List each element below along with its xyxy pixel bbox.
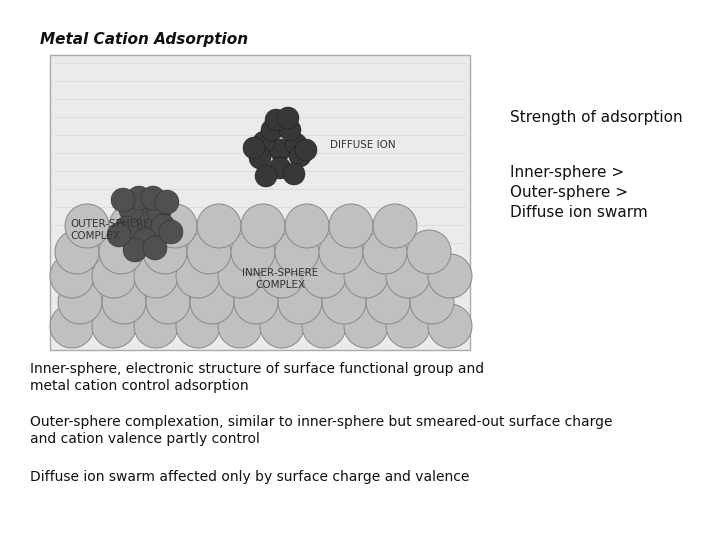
Text: and cation valence partly control: and cation valence partly control [30, 432, 260, 446]
Circle shape [234, 280, 278, 324]
Circle shape [322, 280, 366, 324]
Circle shape [265, 109, 287, 131]
Circle shape [109, 204, 153, 248]
Circle shape [285, 204, 329, 248]
Circle shape [269, 139, 291, 161]
Circle shape [428, 254, 472, 298]
Circle shape [151, 214, 175, 238]
Text: Diffuse ion swarm affected only by surface charge and valence: Diffuse ion swarm affected only by surfa… [30, 470, 469, 484]
Circle shape [133, 228, 157, 252]
Circle shape [99, 230, 143, 274]
Circle shape [115, 216, 139, 240]
Circle shape [231, 230, 275, 274]
Text: Outer-sphere >: Outer-sphere > [510, 185, 628, 200]
Circle shape [363, 230, 407, 274]
Circle shape [283, 163, 305, 185]
Text: Diffuse ion swarm: Diffuse ion swarm [510, 205, 648, 220]
Circle shape [50, 304, 94, 348]
Circle shape [285, 133, 307, 155]
Circle shape [277, 107, 299, 129]
Circle shape [197, 204, 241, 248]
Text: Inner-sphere >: Inner-sphere > [510, 165, 624, 180]
Circle shape [255, 165, 277, 187]
Text: metal cation control adsorption: metal cation control adsorption [30, 379, 248, 393]
Circle shape [176, 254, 220, 298]
Circle shape [153, 204, 197, 248]
Circle shape [407, 230, 451, 274]
Text: INNER-SPHERE
COMPLEX: INNER-SPHERE COMPLEX [242, 268, 318, 290]
Circle shape [134, 304, 178, 348]
Circle shape [243, 137, 265, 159]
Circle shape [190, 280, 234, 324]
Circle shape [141, 186, 165, 210]
Circle shape [279, 119, 301, 141]
Circle shape [344, 304, 388, 348]
Circle shape [218, 304, 262, 348]
Circle shape [269, 157, 291, 179]
Text: Outer-sphere complexation, similar to inner-sphere but smeared-out surface charg: Outer-sphere complexation, similar to in… [30, 415, 613, 429]
Text: Inner-sphere, electronic structure of surface functional group and: Inner-sphere, electronic structure of su… [30, 362, 484, 376]
Circle shape [147, 200, 171, 224]
Bar [50, 55, 470, 350]
Circle shape [278, 280, 322, 324]
Circle shape [143, 236, 167, 260]
Circle shape [260, 254, 304, 298]
Circle shape [386, 254, 430, 298]
Circle shape [92, 254, 136, 298]
Circle shape [249, 147, 271, 169]
Circle shape [119, 198, 143, 222]
Circle shape [344, 254, 388, 298]
Circle shape [123, 238, 147, 262]
Circle shape [111, 188, 135, 212]
Circle shape [55, 230, 99, 274]
Circle shape [329, 204, 373, 248]
Circle shape [261, 119, 283, 141]
Circle shape [159, 220, 183, 244]
Circle shape [107, 223, 131, 247]
Circle shape [143, 230, 187, 274]
Circle shape [176, 304, 220, 348]
Circle shape [127, 186, 151, 210]
Text: Metal Cation Adsorption: Metal Cation Adsorption [40, 32, 248, 47]
Circle shape [366, 280, 410, 324]
Circle shape [428, 304, 472, 348]
Text: OUTER-SPHERE
COMPLEX: OUTER-SPHERE COMPLEX [70, 219, 150, 241]
Circle shape [155, 190, 179, 214]
Circle shape [373, 204, 417, 248]
Circle shape [102, 280, 146, 324]
Circle shape [65, 204, 109, 248]
Circle shape [92, 304, 136, 348]
Circle shape [319, 230, 363, 274]
Circle shape [58, 280, 102, 324]
Circle shape [187, 230, 231, 274]
Circle shape [253, 131, 275, 153]
Circle shape [134, 254, 178, 298]
Circle shape [218, 254, 262, 298]
Circle shape [302, 254, 346, 298]
Text: Strength of adsorption: Strength of adsorption [510, 110, 683, 125]
Circle shape [295, 139, 317, 161]
Circle shape [50, 254, 94, 298]
Circle shape [410, 280, 454, 324]
Circle shape [146, 280, 190, 324]
Circle shape [133, 208, 157, 232]
Circle shape [302, 304, 346, 348]
Circle shape [260, 304, 304, 348]
Circle shape [275, 230, 319, 274]
Circle shape [241, 204, 285, 248]
Text: DIFFUSE ION: DIFFUSE ION [330, 140, 395, 150]
Circle shape [289, 145, 311, 167]
Circle shape [386, 304, 430, 348]
